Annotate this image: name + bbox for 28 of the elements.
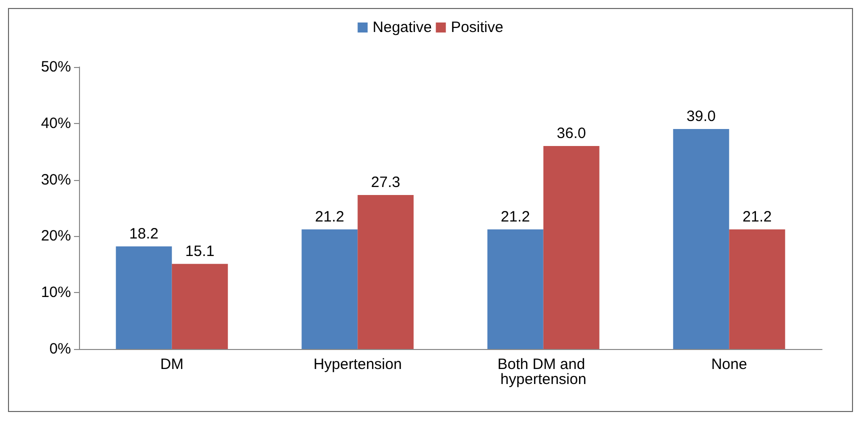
bar	[543, 146, 600, 349]
data-label: 27.3	[371, 174, 400, 192]
data-label: 18.2	[129, 225, 158, 242]
y-tick-label: 20%	[40, 228, 71, 245]
data-label: 21.2	[500, 208, 530, 226]
bar	[172, 264, 228, 349]
legend-label: Negative	[372, 19, 432, 36]
bar	[358, 195, 414, 349]
x-tick-label: DM	[160, 356, 184, 373]
y-tick-label: 50%	[40, 58, 71, 76]
y-tick-label: 30%	[40, 171, 71, 188]
y-tick-label: 0%	[49, 340, 71, 358]
data-label: 36.0	[556, 124, 586, 142]
data-label: 21.2	[742, 208, 772, 226]
x-tick-label: None	[711, 356, 748, 373]
bar	[487, 229, 544, 349]
bar	[302, 229, 358, 349]
data-label: 21.2	[315, 208, 344, 226]
data-label: 39.0	[686, 108, 716, 126]
bar	[116, 246, 172, 349]
y-tick-label: 40%	[40, 114, 71, 132]
bar	[729, 229, 786, 349]
bar	[673, 129, 730, 349]
x-tick-label: Both DM and hypertension	[498, 356, 590, 388]
data-label: 15.1	[185, 242, 214, 260]
legend-label: Positive	[450, 19, 504, 36]
y-tick-label: 10%	[40, 284, 71, 302]
x-tick-label: Hypertension	[313, 356, 402, 373]
